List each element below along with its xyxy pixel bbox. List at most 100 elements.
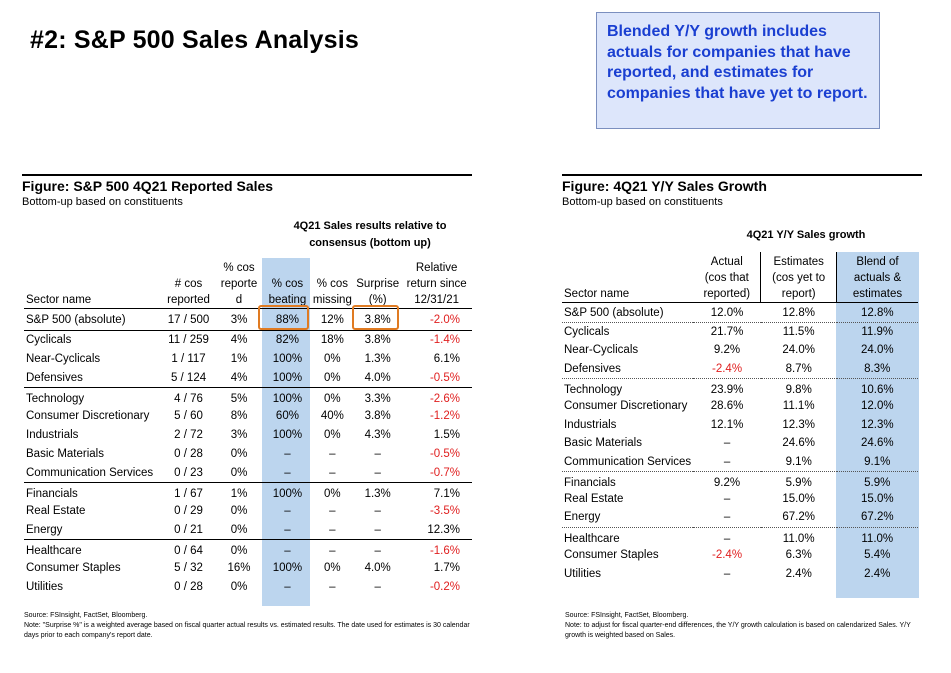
left-col-header: Surprise (%) [354,258,402,309]
left-table-row: Industrials 2 / 72 3% 100% 0% 4.3% 1.5% [24,426,472,445]
sector-name: Real Estate [26,505,86,517]
right-table-row: Financials 9.2% 5.9% 5.9% [562,470,918,490]
table-cell: 100% [264,387,311,407]
table-cell: 0% [230,523,248,536]
right-sales-table: Sector name Actual (cos that reported) Estim… [562,252,918,583]
page-title: #2: S&P 500 Sales Analysis [30,26,360,54]
table-cell: -1.6% [401,539,472,559]
left-figure-title: Figure: S&P 500 4Q21 Reported Sales [22,178,274,194]
table-cell: 1 / 117 [171,353,206,365]
sector-name: Technology [24,387,164,407]
table-cell: – [284,523,291,536]
table-cell: 100% [272,371,303,384]
table-cell: 4 / 76 [163,387,214,407]
right-table-row: Defensives -2.4% 8.7% 8.3% [562,360,918,379]
table-cell: 0 / 29 [174,505,203,517]
left-figure-rule [22,174,472,176]
callout-box: Blended Y/Y growth includes actuals for … [596,12,880,129]
left-table-row: Consumer Discretionary 5 / 60 8% 60% 40% 3.8%… [24,407,472,426]
sector-name: Utilities [26,581,64,593]
table-cell: 3% [230,313,248,326]
sector-name: Basic Materials [26,448,104,460]
table-cell: 5.9% [760,470,837,490]
table-cell: 4.0% [364,371,391,384]
table-cell: 12.3% [427,523,460,536]
table-cell: 0% [310,387,355,407]
table-cell: 24.6% [782,437,815,450]
right-note: Note: to adjust for fiscal quarter-end d… [565,622,911,639]
right-table-row: Consumer Staples -2.4% 6.3% 5.4% [562,546,918,565]
table-cell: 5 / 32 [174,562,203,574]
table-cell: 12.3% [860,418,894,431]
surprise-highlight-box [352,305,399,330]
sector-name: Utilities [564,567,602,580]
table-cell: 3.8% [354,330,402,350]
table-cell: – [723,511,731,524]
left-sales-table: Sector name # cos reported% cos reporte d% c… [24,258,472,597]
table-cell: 82% [264,330,311,350]
left-col-header: % cos beating [264,258,311,309]
table-cell: 12% [320,313,344,326]
table-cell: 9.2% [693,470,761,490]
table-cell: 16% [227,562,251,574]
table-cell: – [354,539,402,559]
right-header-row: Sector name Actual (cos that reported) Estim… [562,252,918,303]
table-cell: – [693,526,761,546]
table-cell: 100% [272,353,303,365]
sector-name: Defensives [26,371,83,384]
table-cell: 1% [230,353,248,365]
table-cell: 21.7% [693,322,761,342]
sector-name: Communication Services [564,455,692,468]
table-cell: -1.2% [429,410,460,422]
left-note: Note: "Surprise %" is a weighted average… [24,622,470,639]
table-cell: – [374,523,381,536]
table-cell: 5 / 60 [174,410,203,422]
sector-name: Healthcare [562,526,694,546]
right-table-row: Cyclicals 21.7% 11.5% 11.9% [562,322,918,342]
left-table-row: Real Estate 0 / 29 0% – – – -3.5% [24,502,472,521]
table-cell: – [329,505,336,517]
table-cell: – [374,505,381,517]
table-cell: 12.8% [836,302,918,323]
table-cell: 9.1% [785,455,812,468]
sector-name: Basic Materials [564,437,642,450]
right-figure-title: Figure: 4Q21 Y/Y Sales Growth [562,178,767,194]
table-cell: 0 / 64 [163,539,214,559]
table-cell: – [329,466,336,479]
sector-name: Financials [24,482,164,502]
table-cell: – [284,581,291,593]
table-cell: – [284,466,291,479]
left-col-header: Sector name [24,258,164,309]
sector-name: S&P 500 (absolute) [26,313,126,326]
table-cell: 9.8% [760,377,837,397]
table-cell: 15.0% [860,493,894,506]
table-cell: 5 / 124 [170,371,207,384]
table-cell: 11.0% [760,526,837,546]
left-table-row: Utilities 0 / 28 0% – – – -0.2% [24,578,472,597]
left-table-row: S&P 500 (absolute) 17 / 500 3% 88% 12% 3.8% -2… [24,309,472,331]
table-cell: 6.3% [785,548,812,561]
table-cell: – [329,581,336,593]
table-cell: – [723,567,731,580]
left-table-row: Defensives 5 / 124 4% 100% 0% 4.0% -0.5% [24,369,472,388]
table-cell: 0% [324,353,341,365]
table-cell: 1.7% [433,562,460,574]
right-source: Source: FSInsight, FactSet, Bloomberg. [565,612,689,619]
table-cell: 8.7% [785,362,812,375]
table-cell: 24.6% [860,437,894,450]
table-cell: 24.0% [782,344,815,357]
table-cell: 100% [264,482,311,502]
table-cell: – [723,437,731,450]
table-cell: -0.5% [429,371,460,384]
table-cell: – [329,448,336,460]
table-cell: 88% [275,313,299,326]
table-cell: 100% [272,429,303,441]
table-cell: 40% [320,410,344,422]
table-cell: 11.5% [760,322,837,342]
table-cell: 2.4% [785,567,812,580]
table-cell: -0.7% [429,466,460,479]
table-cell: 100% [272,562,303,574]
left-col-header: % cos reporte d [213,258,265,309]
table-cell: -3.5% [429,505,460,517]
table-cell: -2.4% [712,548,743,561]
